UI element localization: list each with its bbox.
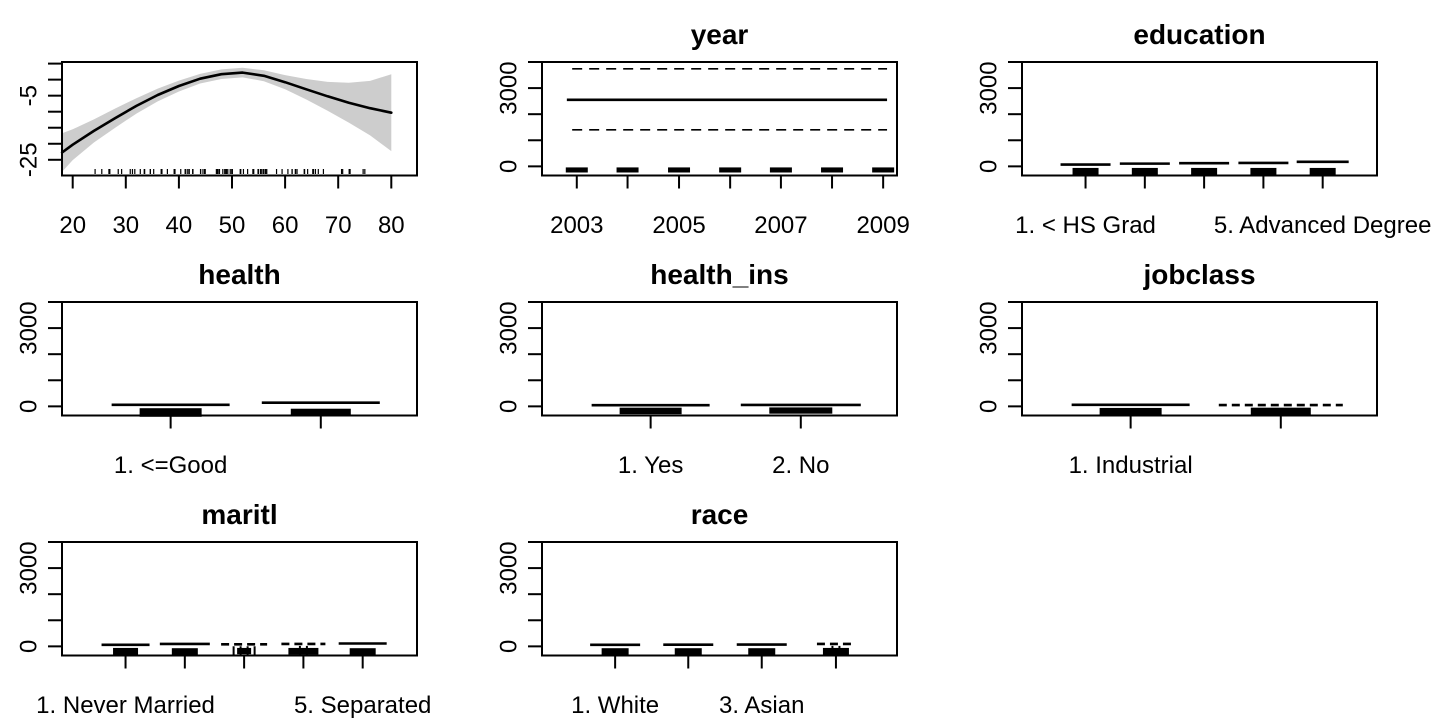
x-tick-label: 5. Separated [294, 692, 431, 719]
y-tick-label: 3000 [495, 301, 522, 354]
y-tick-label: 0 [15, 400, 42, 413]
residual-box [769, 167, 792, 173]
panel-title: health [198, 259, 280, 290]
panel-health-ins: health_ins 0 3000 1. Yes 2. No [480, 240, 960, 480]
panel-title: race [691, 499, 749, 530]
level-box [1250, 407, 1311, 415]
smooth-curve [60, 71, 393, 154]
level-box [822, 647, 849, 656]
level-box [601, 648, 629, 657]
level-box [748, 648, 776, 657]
panel-year: year 0 3000 2003 2005 2007 2009 [480, 0, 960, 240]
residual-box [719, 167, 742, 173]
x-tick-label: 60 [272, 212, 299, 239]
y-tick-label: 3000 [495, 61, 522, 114]
residual-box [668, 167, 691, 173]
x-tick-label: 1. Yes [618, 452, 683, 479]
panel-title: jobclass [1142, 259, 1255, 290]
panel-education-svg: education 0 3000 1. < HS Grad 5. Advanced De… [975, 19, 1432, 239]
panel-title: health_ins [650, 259, 788, 290]
x-tick-label: 50 [219, 212, 246, 239]
x-tick-label: 1. Never Married [36, 692, 215, 719]
panel-race-svg: race 0 3000 1. White 3. Asian [495, 499, 898, 719]
plot-box [61, 541, 418, 657]
residual-box [821, 167, 844, 173]
y-tick-label: -5 [15, 85, 42, 106]
panel-maritl-svg: maritl 0 3000 1. Never Married 5. Separated [15, 499, 431, 719]
panel-year-svg: year 0 3000 2003 2005 2007 2009 [495, 19, 909, 239]
level-box [1131, 167, 1158, 175]
panel-health: health 0 3000 1. <=Good [0, 240, 480, 480]
x-tick-label: 1. <=Good [114, 452, 227, 479]
level-box [769, 407, 833, 414]
plot-box [541, 541, 898, 657]
residual-box [616, 167, 639, 173]
x-tick-label: 40 [166, 212, 193, 239]
x-tick-label: 30 [112, 212, 139, 239]
x-tick-label: 2. No [772, 452, 829, 479]
plot-box [1021, 301, 1378, 417]
y-tick-label: 0 [495, 640, 522, 653]
level-box [237, 647, 252, 655]
x-tick-label: 70 [325, 212, 352, 239]
x-tick-label: 5. Advanced Degree [1214, 212, 1432, 239]
x-tick-label: 80 [378, 212, 405, 239]
empty-panel [960, 480, 1440, 720]
y-tick-label: 3000 [495, 541, 522, 594]
confidence-band [62, 67, 392, 172]
plot-box [541, 301, 898, 417]
y-tick-label: 3000 [975, 61, 1002, 114]
y-tick-label: 0 [495, 160, 522, 173]
y-tick-label: 3000 [15, 301, 42, 354]
level-box [171, 648, 198, 655]
plot-box [61, 301, 418, 417]
panel-age: -5 -25 20 30 40 50 60 70 80 [0, 0, 480, 240]
plot-box [61, 61, 418, 177]
level-box [1072, 167, 1099, 176]
level-box [349, 648, 376, 655]
residual-box [565, 167, 588, 173]
x-tick-label: 20 [59, 212, 86, 239]
x-tick-label: 2005 [652, 212, 705, 239]
panel-title: maritl [201, 499, 277, 530]
x-tick-label: 2003 [550, 212, 603, 239]
x-tick-label: 1. Industrial [1069, 452, 1193, 479]
level-box [619, 407, 682, 415]
panel-race: race 0 3000 1. White 3. Asian [480, 480, 960, 720]
level-box [113, 647, 139, 656]
y-tick-label: 0 [495, 400, 522, 413]
plot-box [541, 61, 898, 177]
y-tick-label: 3000 [975, 301, 1002, 354]
residual-box [872, 167, 895, 173]
panel-maritl: maritl 0 3000 1. Never Married 5. Separated [0, 480, 480, 720]
level-box [1250, 167, 1277, 175]
x-tick-label: 2007 [754, 212, 807, 239]
level-box [290, 408, 351, 417]
y-tick-label: 0 [975, 160, 1002, 173]
panel-jobclass: jobclass 0 3000 1. Industrial [960, 240, 1440, 480]
panel-title: education [1133, 19, 1265, 50]
level-box [288, 647, 319, 655]
x-tick-label: 3. Asian [719, 692, 804, 719]
x-tick-label: 2009 [856, 212, 909, 239]
panel-age-svg: -5 -25 20 30 40 50 60 70 80 [15, 61, 418, 239]
level-box [674, 648, 702, 657]
panel-health_ins-svg: health_ins 0 3000 1. Yes 2. No [495, 259, 898, 479]
panel-title: year [691, 19, 749, 50]
plot-box [1021, 61, 1378, 177]
x-tick-label: 1. < HS Grad [1015, 212, 1156, 239]
level-box [1191, 167, 1218, 175]
y-tick-label: -25 [15, 142, 42, 177]
x-tick-label: 1. White [571, 692, 659, 719]
y-tick-label: 0 [15, 640, 42, 653]
panel-jobclass-svg: jobclass 0 3000 1. Industrial [975, 259, 1378, 479]
level-box [1309, 167, 1336, 175]
y-tick-label: 3000 [15, 541, 42, 594]
y-tick-label: 0 [975, 400, 1002, 413]
panel-education: education 0 3000 1. < HS Grad 5. Advanced De… [960, 0, 1440, 240]
panel-health-svg: health 0 3000 1. <=Good [15, 259, 418, 479]
level-box [1099, 407, 1162, 416]
level-box [139, 408, 202, 417]
